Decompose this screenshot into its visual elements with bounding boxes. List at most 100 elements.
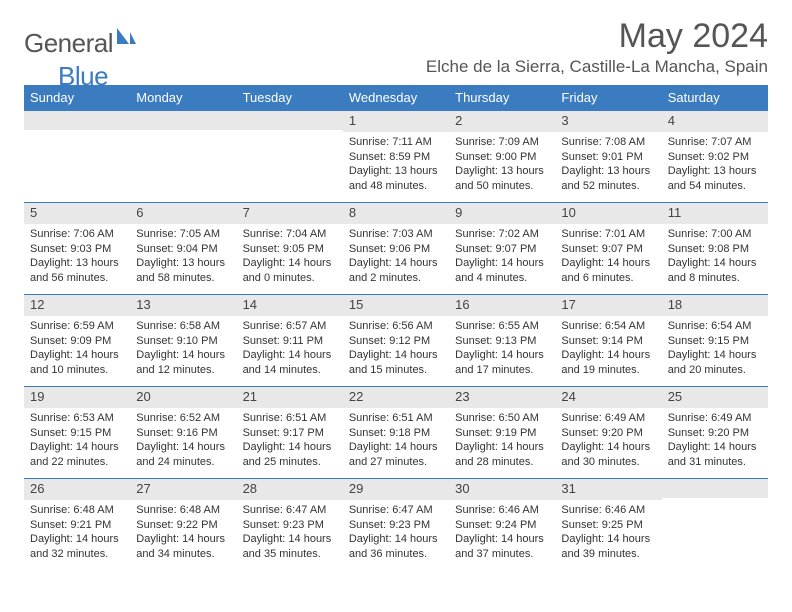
day-number: 10 xyxy=(555,202,661,223)
day-details: Sunrise: 7:08 AMSunset: 9:01 PMDaylight:… xyxy=(555,132,661,198)
day-details: Sunrise: 7:06 AMSunset: 9:03 PMDaylight:… xyxy=(24,224,130,290)
title-block: May 2024 Elche de la Sierra, Castille-La… xyxy=(426,18,768,77)
day-number: 18 xyxy=(662,294,768,315)
day-number: 23 xyxy=(449,386,555,407)
calendar-cell: 25Sunrise: 6:49 AMSunset: 9:20 PMDayligh… xyxy=(662,386,768,478)
empty-day xyxy=(662,478,768,498)
day-number: 8 xyxy=(343,202,449,223)
day-details: Sunrise: 6:54 AMSunset: 9:14 PMDaylight:… xyxy=(555,316,661,382)
day-details: Sunrise: 6:54 AMSunset: 9:15 PMDaylight:… xyxy=(662,316,768,382)
calendar-cell: 21Sunrise: 6:51 AMSunset: 9:17 PMDayligh… xyxy=(237,386,343,478)
calendar-page: General May 2024 Elche de la Sierra, Cas… xyxy=(0,0,792,612)
day-details: Sunrise: 6:51 AMSunset: 9:17 PMDaylight:… xyxy=(237,408,343,474)
calendar-cell: 1Sunrise: 7:11 AMSunset: 8:59 PMDaylight… xyxy=(343,110,449,202)
day-number: 12 xyxy=(24,294,130,315)
day-details: Sunrise: 6:49 AMSunset: 9:20 PMDaylight:… xyxy=(662,408,768,474)
calendar-cell: 11Sunrise: 7:00 AMSunset: 9:08 PMDayligh… xyxy=(662,202,768,294)
weekday-header: Monday xyxy=(130,85,236,110)
empty-day xyxy=(237,110,343,130)
day-number: 5 xyxy=(24,202,130,223)
calendar-cell: 26Sunrise: 6:48 AMSunset: 9:21 PMDayligh… xyxy=(24,478,130,570)
logo-text-blue: Blue xyxy=(58,61,108,92)
weekday-header: Saturday xyxy=(662,85,768,110)
day-details: Sunrise: 6:47 AMSunset: 9:23 PMDaylight:… xyxy=(237,500,343,566)
day-details: Sunrise: 6:55 AMSunset: 9:13 PMDaylight:… xyxy=(449,316,555,382)
calendar-cell: 2Sunrise: 7:09 AMSunset: 9:00 PMDaylight… xyxy=(449,110,555,202)
calendar-table: Sunday Monday Tuesday Wednesday Thursday… xyxy=(24,85,768,570)
calendar-row: 19Sunrise: 6:53 AMSunset: 9:15 PMDayligh… xyxy=(24,386,768,478)
day-details: Sunrise: 7:07 AMSunset: 9:02 PMDaylight:… xyxy=(662,132,768,198)
day-details: Sunrise: 6:48 AMSunset: 9:21 PMDaylight:… xyxy=(24,500,130,566)
calendar-row: 5Sunrise: 7:06 AMSunset: 9:03 PMDaylight… xyxy=(24,202,768,294)
day-number: 17 xyxy=(555,294,661,315)
month-title: May 2024 xyxy=(426,18,768,55)
day-number: 16 xyxy=(449,294,555,315)
calendar-cell: 20Sunrise: 6:52 AMSunset: 9:16 PMDayligh… xyxy=(130,386,236,478)
calendar-body: 1Sunrise: 7:11 AMSunset: 8:59 PMDaylight… xyxy=(24,110,768,570)
day-number: 24 xyxy=(555,386,661,407)
empty-day xyxy=(130,110,236,130)
calendar-cell: 16Sunrise: 6:55 AMSunset: 9:13 PMDayligh… xyxy=(449,294,555,386)
day-number: 6 xyxy=(130,202,236,223)
day-details: Sunrise: 6:46 AMSunset: 9:24 PMDaylight:… xyxy=(449,500,555,566)
logo-sail-icon xyxy=(115,26,137,51)
day-number: 30 xyxy=(449,478,555,499)
calendar-cell: 17Sunrise: 6:54 AMSunset: 9:14 PMDayligh… xyxy=(555,294,661,386)
day-details: Sunrise: 7:05 AMSunset: 9:04 PMDaylight:… xyxy=(130,224,236,290)
calendar-cell xyxy=(662,478,768,570)
day-number: 14 xyxy=(237,294,343,315)
day-number: 9 xyxy=(449,202,555,223)
day-number: 19 xyxy=(24,386,130,407)
location-subtitle: Elche de la Sierra, Castille-La Mancha, … xyxy=(426,57,768,77)
page-header: General May 2024 Elche de la Sierra, Cas… xyxy=(24,18,768,77)
calendar-cell: 12Sunrise: 6:59 AMSunset: 9:09 PMDayligh… xyxy=(24,294,130,386)
day-number: 26 xyxy=(24,478,130,499)
day-details: Sunrise: 6:47 AMSunset: 9:23 PMDaylight:… xyxy=(343,500,449,566)
calendar-cell xyxy=(24,110,130,202)
calendar-cell: 31Sunrise: 6:46 AMSunset: 9:25 PMDayligh… xyxy=(555,478,661,570)
calendar-cell: 6Sunrise: 7:05 AMSunset: 9:04 PMDaylight… xyxy=(130,202,236,294)
day-number: 11 xyxy=(662,202,768,223)
calendar-row: 1Sunrise: 7:11 AMSunset: 8:59 PMDaylight… xyxy=(24,110,768,202)
day-details: Sunrise: 7:00 AMSunset: 9:08 PMDaylight:… xyxy=(662,224,768,290)
day-details: Sunrise: 6:49 AMSunset: 9:20 PMDaylight:… xyxy=(555,408,661,474)
day-details: Sunrise: 7:03 AMSunset: 9:06 PMDaylight:… xyxy=(343,224,449,290)
calendar-cell: 8Sunrise: 7:03 AMSunset: 9:06 PMDaylight… xyxy=(343,202,449,294)
day-number: 13 xyxy=(130,294,236,315)
calendar-cell: 14Sunrise: 6:57 AMSunset: 9:11 PMDayligh… xyxy=(237,294,343,386)
day-details: Sunrise: 6:46 AMSunset: 9:25 PMDaylight:… xyxy=(555,500,661,566)
calendar-cell: 24Sunrise: 6:49 AMSunset: 9:20 PMDayligh… xyxy=(555,386,661,478)
day-number: 22 xyxy=(343,386,449,407)
calendar-cell: 15Sunrise: 6:56 AMSunset: 9:12 PMDayligh… xyxy=(343,294,449,386)
day-details: Sunrise: 6:48 AMSunset: 9:22 PMDaylight:… xyxy=(130,500,236,566)
empty-day xyxy=(24,110,130,130)
day-details: Sunrise: 6:58 AMSunset: 9:10 PMDaylight:… xyxy=(130,316,236,382)
calendar-cell: 9Sunrise: 7:02 AMSunset: 9:07 PMDaylight… xyxy=(449,202,555,294)
calendar-cell: 29Sunrise: 6:47 AMSunset: 9:23 PMDayligh… xyxy=(343,478,449,570)
calendar-cell: 19Sunrise: 6:53 AMSunset: 9:15 PMDayligh… xyxy=(24,386,130,478)
weekday-header: Wednesday xyxy=(343,85,449,110)
day-number: 2 xyxy=(449,110,555,131)
day-number: 4 xyxy=(662,110,768,131)
day-details: Sunrise: 6:57 AMSunset: 9:11 PMDaylight:… xyxy=(237,316,343,382)
day-details: Sunrise: 6:50 AMSunset: 9:19 PMDaylight:… xyxy=(449,408,555,474)
day-number: 3 xyxy=(555,110,661,131)
calendar-cell: 13Sunrise: 6:58 AMSunset: 9:10 PMDayligh… xyxy=(130,294,236,386)
calendar-cell xyxy=(237,110,343,202)
calendar-cell: 18Sunrise: 6:54 AMSunset: 9:15 PMDayligh… xyxy=(662,294,768,386)
calendar-cell: 4Sunrise: 7:07 AMSunset: 9:02 PMDaylight… xyxy=(662,110,768,202)
calendar-cell: 27Sunrise: 6:48 AMSunset: 9:22 PMDayligh… xyxy=(130,478,236,570)
day-details: Sunrise: 6:53 AMSunset: 9:15 PMDaylight:… xyxy=(24,408,130,474)
calendar-cell: 23Sunrise: 6:50 AMSunset: 9:19 PMDayligh… xyxy=(449,386,555,478)
day-details: Sunrise: 6:56 AMSunset: 9:12 PMDaylight:… xyxy=(343,316,449,382)
day-details: Sunrise: 6:51 AMSunset: 9:18 PMDaylight:… xyxy=(343,408,449,474)
day-details: Sunrise: 7:02 AMSunset: 9:07 PMDaylight:… xyxy=(449,224,555,290)
calendar-cell: 28Sunrise: 6:47 AMSunset: 9:23 PMDayligh… xyxy=(237,478,343,570)
weekday-header: Tuesday xyxy=(237,85,343,110)
day-number: 20 xyxy=(130,386,236,407)
weekday-header-row: Sunday Monday Tuesday Wednesday Thursday… xyxy=(24,85,768,110)
weekday-header: Thursday xyxy=(449,85,555,110)
calendar-row: 12Sunrise: 6:59 AMSunset: 9:09 PMDayligh… xyxy=(24,294,768,386)
calendar-cell: 3Sunrise: 7:08 AMSunset: 9:01 PMDaylight… xyxy=(555,110,661,202)
day-number: 15 xyxy=(343,294,449,315)
